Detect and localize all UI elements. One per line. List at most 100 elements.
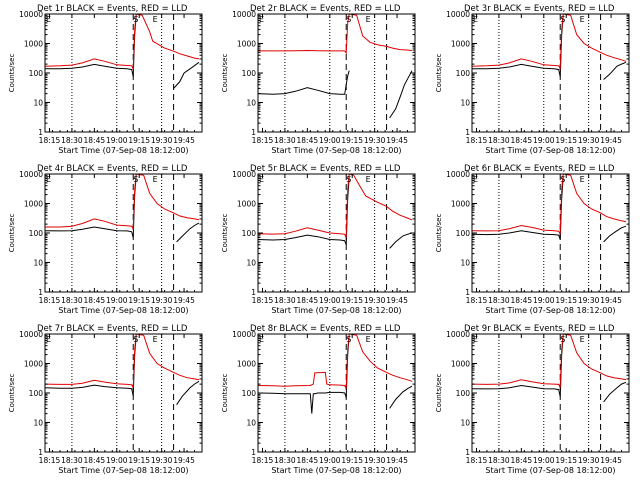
series-line-events: [258, 335, 413, 414]
x-tick-label: 18:45: [84, 456, 106, 465]
y-tick-label: 10: [246, 259, 256, 268]
x-axis-label: Start Time (07-Sep-08 18:12:00): [485, 146, 615, 155]
y-tick-label: 10000: [19, 170, 43, 179]
panel-title: Det 3r BLACK = Events, RED = LLD: [464, 4, 615, 14]
y-tick-label: 10000: [232, 10, 256, 19]
flare-marker-label: S: [346, 15, 351, 24]
x-tick-label: 18:45: [511, 296, 533, 305]
x-tick-label: 18:30: [61, 296, 83, 305]
y-tick-label: 1: [38, 128, 43, 137]
flare-marker-label: S: [133, 335, 138, 344]
x-axis-label: Start Time (07-Sep-08 18:12:00): [271, 146, 401, 155]
y-tick-label: 10: [460, 419, 470, 428]
panel-title: Det 6r BLACK = Events, RED = LLD: [464, 164, 615, 174]
series-line-lld: [472, 14, 627, 71]
series-line-lld: [472, 334, 627, 389]
plot-frame: [44, 13, 203, 133]
x-tick-label: 18:30: [61, 136, 83, 145]
y-axis-label: Counts/sec: [8, 214, 16, 253]
y-axis-label: Counts/sec: [435, 54, 443, 93]
x-tick-label: 19:45: [600, 296, 622, 305]
x-tick-label: 19:15: [341, 296, 363, 305]
x-tick-label: 19:30: [151, 136, 173, 145]
start-marker-label: E: [259, 335, 264, 344]
series-line-lld: [472, 174, 627, 235]
series-line-lld: [45, 174, 200, 231]
x-tick-label: 19:15: [128, 456, 150, 465]
x-tick-label: 18:15: [252, 296, 274, 305]
flare-marker-label: S: [346, 175, 351, 184]
y-tick-label: 1: [465, 128, 470, 137]
panel-title: Det 1r BLACK = Events, RED = LLD: [37, 4, 188, 14]
x-tick-label: 19:45: [600, 456, 622, 465]
y-tick-label: 10000: [19, 10, 43, 19]
y-tick-label: 1: [38, 448, 43, 457]
x-tick-label: 19:15: [128, 136, 150, 145]
x-tick-label: 19:15: [555, 136, 577, 145]
x-tick-label: 19:00: [533, 456, 555, 465]
y-tick-label: 100: [456, 69, 471, 78]
y-axis-label: Counts/sec: [8, 374, 16, 413]
panel-title: Det 8r BLACK = Events, RED = LLD: [250, 324, 401, 334]
x-tick-label: 19:45: [600, 136, 622, 145]
y-tick-label: 1000: [237, 40, 256, 49]
x-tick-label: 18:15: [39, 136, 61, 145]
y-tick-label: 100: [242, 69, 257, 78]
series-line-events: [45, 175, 200, 243]
series-line-events: [472, 335, 627, 403]
x-tick-label: 19:00: [106, 296, 128, 305]
series-line-lld: [258, 14, 413, 55]
start-marker-label: E: [259, 15, 264, 24]
end-marker-label: E: [580, 175, 585, 184]
plot-frame: [44, 333, 203, 453]
end-marker-label: E: [153, 335, 158, 344]
y-tick-label: 1000: [24, 40, 43, 49]
x-tick-label: 19:15: [555, 296, 577, 305]
x-tick-label: 18:30: [488, 296, 510, 305]
x-tick-label: 18:15: [466, 296, 488, 305]
y-tick-label: 1: [251, 128, 256, 137]
x-tick-label: 18:15: [252, 136, 274, 145]
end-marker-label: E: [366, 175, 371, 184]
series-line-lld: [45, 334, 200, 389]
x-tick-label: 19:45: [386, 136, 408, 145]
x-tick-label: 19:15: [128, 296, 150, 305]
series-line-lld: [45, 14, 200, 71]
y-tick-label: 1000: [237, 360, 256, 369]
series-line-events: [258, 176, 413, 249]
y-axis-label: Counts/sec: [221, 374, 229, 413]
x-axis-label: Start Time (07-Sep-08 18:12:00): [271, 466, 401, 475]
y-tick-label: 1000: [451, 360, 470, 369]
plot-frame: [44, 173, 203, 293]
series-line-events: [472, 176, 627, 243]
x-tick-label: 19:30: [364, 136, 386, 145]
y-tick-label: 100: [242, 389, 257, 398]
x-axis-label: Start Time (07-Sep-08 18:12:00): [271, 306, 401, 315]
x-tick-label: 19:00: [319, 296, 341, 305]
end-marker-label: E: [580, 15, 585, 24]
x-tick-label: 19:30: [578, 296, 600, 305]
y-tick-label: 100: [29, 229, 44, 238]
x-tick-label: 19:15: [555, 456, 577, 465]
x-tick-label: 19:00: [319, 136, 341, 145]
x-tick-label: 19:00: [319, 456, 341, 465]
end-marker-label: E: [153, 15, 158, 24]
x-axis-label: Start Time (07-Sep-08 18:12:00): [58, 306, 188, 315]
end-marker-label: E: [153, 175, 158, 184]
x-tick-label: 18:15: [466, 136, 488, 145]
x-tick-label: 19:30: [578, 136, 600, 145]
x-tick-label: 18:30: [488, 136, 510, 145]
y-tick-label: 1000: [451, 200, 470, 209]
plot-frame: [471, 173, 630, 293]
plot-frame: [471, 333, 630, 453]
y-tick-label: 10000: [19, 330, 43, 339]
panel-title: Det 2r BLACK = Events, RED = LLD: [250, 4, 401, 14]
x-axis-label: Start Time (07-Sep-08 18:12:00): [58, 466, 188, 475]
x-tick-label: 18:30: [274, 456, 296, 465]
end-marker-label: E: [366, 335, 371, 344]
start-marker-label: E: [473, 335, 478, 344]
y-tick-label: 1000: [24, 200, 43, 209]
